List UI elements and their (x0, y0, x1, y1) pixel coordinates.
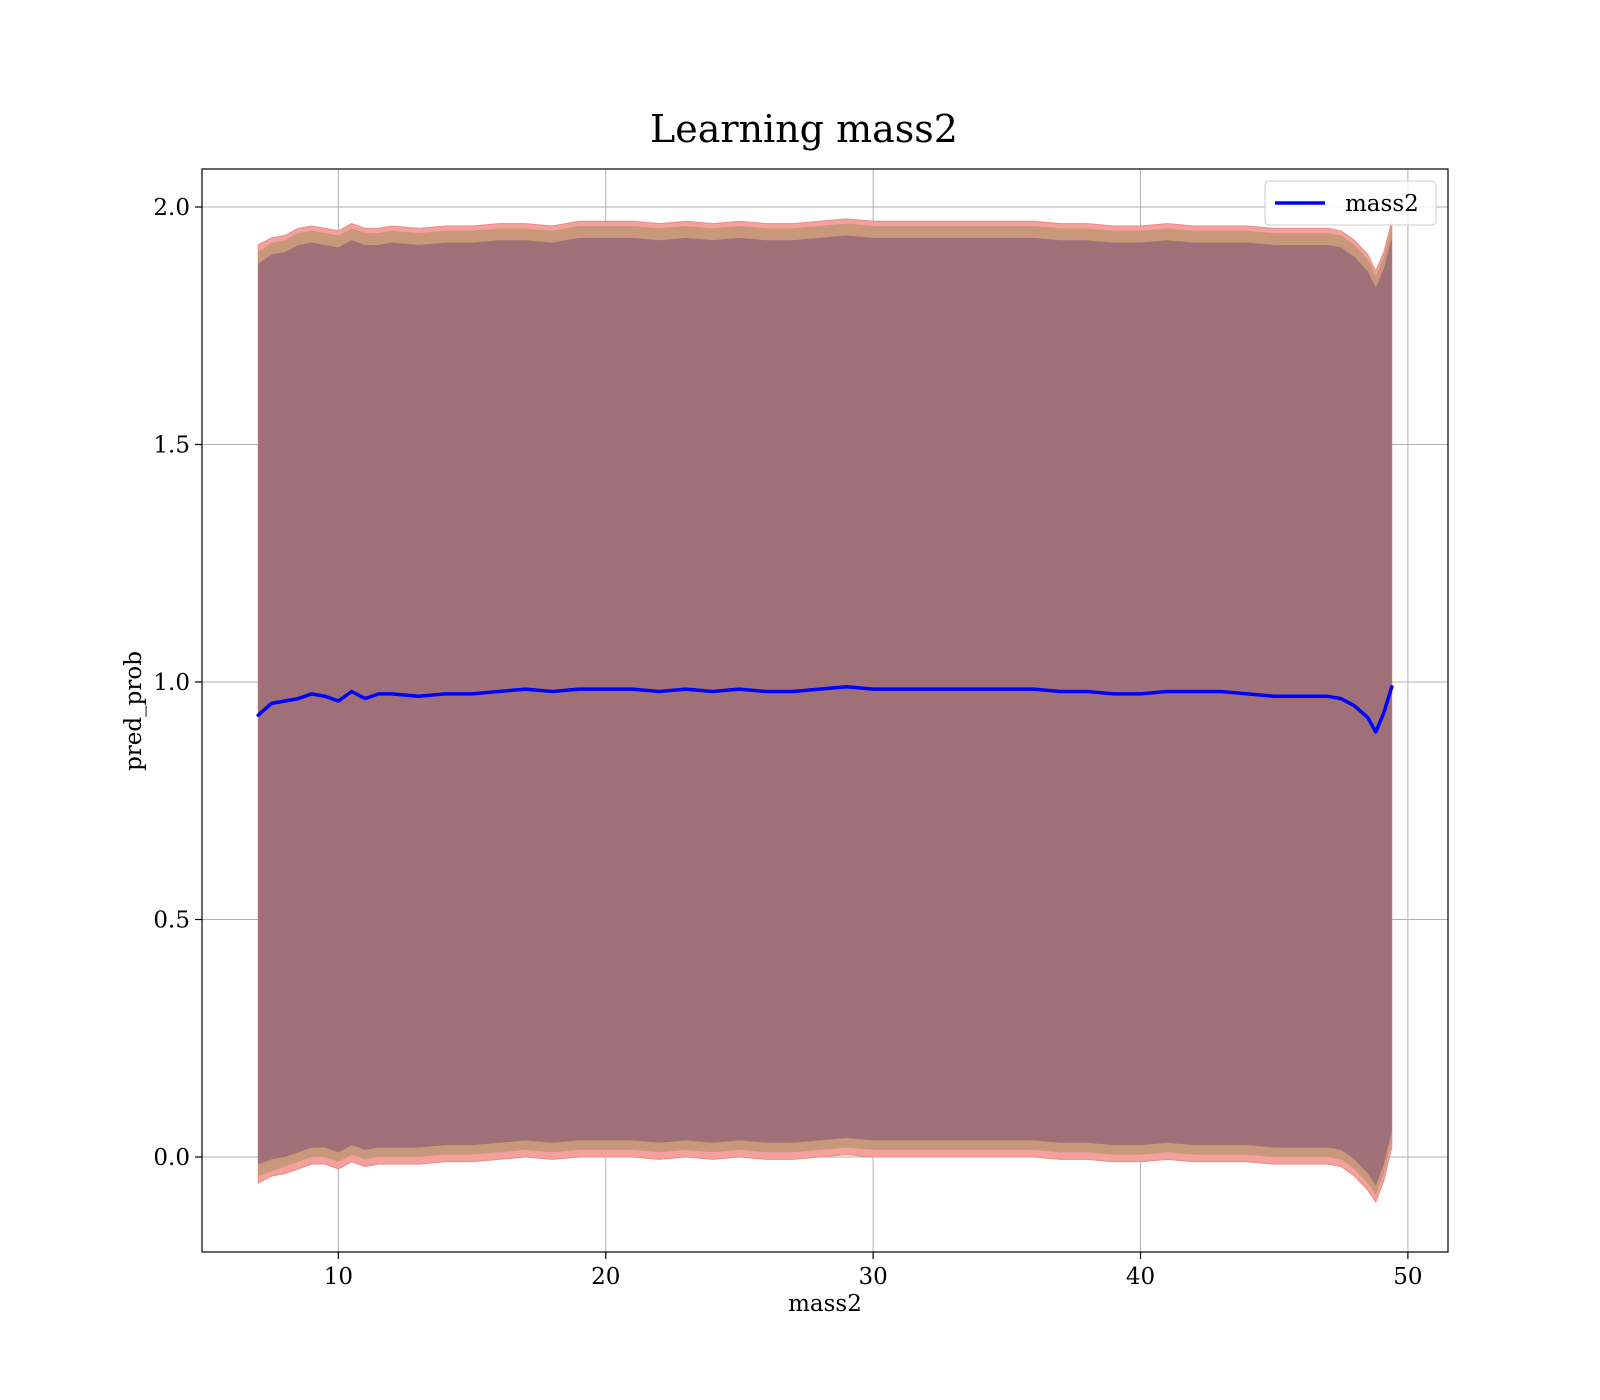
x-tick-label: 20 (591, 1264, 620, 1290)
y-tick-label: 1.0 (153, 670, 190, 696)
y-tick-label: 2.0 (153, 195, 190, 221)
legend-entry-mass2: mass2 (1345, 191, 1419, 217)
series-line-mass2 (256, 685, 1394, 734)
legend-box (1264, 180, 1437, 226)
x-tick-label: 40 (1126, 1264, 1155, 1290)
band-layer (257, 218, 1393, 1204)
plot-area (201, 168, 1449, 1253)
y-axis-ticks: 0.0 0.5 1.0 1.5 2.0 (153, 195, 202, 1171)
x-tick-label: 10 (324, 1264, 353, 1290)
chart-title: Learning mass2 (650, 107, 958, 151)
x-tick-label: 30 (858, 1264, 887, 1290)
legend: mass2 (1264, 180, 1437, 226)
y-tick-label: 0.5 (153, 908, 190, 934)
x-tick-label: 50 (1393, 1264, 1422, 1290)
y-tick-label: 1.5 (153, 433, 190, 459)
x-axis-ticks: 10 20 30 40 50 (324, 1252, 1423, 1290)
line-layer (256, 685, 1394, 734)
band-inner (258, 235, 1392, 1186)
x-axis-label: mass2 (788, 1291, 862, 1317)
y-tick-label: 0.0 (153, 1145, 190, 1171)
plot-frame (201, 168, 1449, 1253)
y-axis-label: pred_prob (121, 651, 147, 771)
